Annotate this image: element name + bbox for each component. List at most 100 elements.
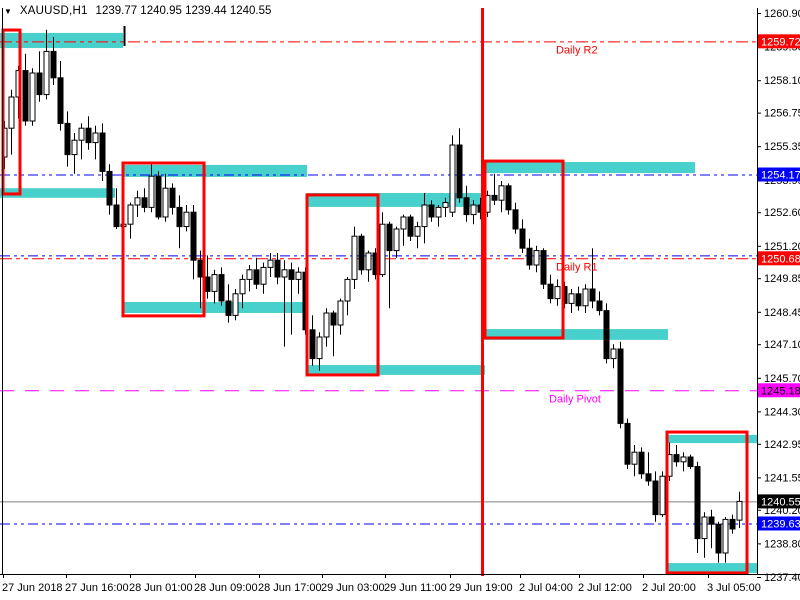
candle-body bbox=[498, 185, 505, 201]
candle-body bbox=[638, 451, 645, 475]
candle-body bbox=[512, 209, 519, 230]
candle-body bbox=[183, 211, 190, 228]
candle-body bbox=[316, 336, 323, 360]
supply-demand-zone[interactable] bbox=[0, 188, 115, 198]
candle-body bbox=[344, 278, 351, 302]
candle-body bbox=[351, 235, 358, 280]
symbol-dropdown-icon[interactable]: ▼ bbox=[4, 7, 12, 16]
candle-body bbox=[617, 348, 624, 424]
price-badge-label: 1245.18 bbox=[761, 385, 800, 397]
supply-demand-zone[interactable] bbox=[307, 193, 483, 207]
candle-body bbox=[337, 300, 344, 326]
candle-body bbox=[29, 72, 36, 122]
candle-body bbox=[393, 228, 400, 252]
candle-body bbox=[645, 473, 652, 482]
candle-body bbox=[694, 466, 701, 540]
x-tick-label: 27 Jun 16:00 bbox=[65, 582, 129, 594]
y-tick-label: 1242.95 bbox=[764, 439, 800, 451]
supply-demand-zone[interactable] bbox=[0, 32, 123, 49]
y-tick-label: 1258.10 bbox=[764, 75, 800, 87]
x-tick-label: 29 Jun 03:00 bbox=[321, 582, 385, 594]
candle-body bbox=[435, 206, 442, 218]
candle-body bbox=[92, 132, 99, 144]
candle-body bbox=[176, 206, 183, 228]
candle-body bbox=[470, 204, 477, 216]
price-badge-label: 1259.72 bbox=[761, 36, 800, 48]
candle-body bbox=[582, 288, 589, 307]
y-tick-label: 1244.30 bbox=[764, 406, 800, 418]
candle-body bbox=[400, 216, 407, 230]
y-tick-label: 1252.60 bbox=[764, 207, 800, 219]
candle-body bbox=[71, 139, 78, 156]
candle-body bbox=[169, 187, 176, 208]
breakout-box[interactable] bbox=[121, 161, 206, 318]
candle-body bbox=[85, 127, 92, 144]
candle-body bbox=[680, 456, 687, 463]
candle-body bbox=[253, 269, 260, 285]
candle-body bbox=[547, 283, 554, 300]
candle-body bbox=[288, 269, 295, 280]
price-badge-label: 1254.17 bbox=[761, 170, 800, 182]
candle-body bbox=[330, 312, 337, 326]
y-tick-label: 1241.55 bbox=[764, 472, 800, 484]
candle-body bbox=[603, 310, 610, 360]
supply-demand-zone[interactable] bbox=[123, 301, 307, 313]
candle-body bbox=[428, 204, 435, 218]
x-tick-label: 28 Jun 01:00 bbox=[129, 582, 193, 594]
x-tick-label: 28 Jun 09:00 bbox=[194, 582, 258, 594]
candle-body bbox=[43, 50, 50, 96]
candle-body bbox=[365, 252, 372, 271]
candle-body bbox=[540, 250, 547, 285]
y-tick-label: 1256.75 bbox=[764, 108, 800, 120]
candle-body bbox=[729, 518, 736, 530]
candle-body bbox=[218, 274, 225, 302]
candle-body bbox=[64, 122, 71, 156]
level-label: Daily R2 bbox=[556, 44, 598, 56]
candle-body bbox=[22, 70, 29, 122]
candle-body bbox=[148, 175, 155, 208]
x-tick-label: 2 Jul 12:00 bbox=[578, 582, 632, 594]
supply-demand-zone[interactable] bbox=[485, 162, 695, 174]
candle-body bbox=[8, 96, 15, 129]
supply-demand-zone[interactable] bbox=[123, 164, 307, 177]
candle-body bbox=[134, 197, 141, 206]
x-tick-label: 2 Jul 04:00 bbox=[519, 582, 573, 594]
price-badge bbox=[758, 251, 800, 266]
candle-body bbox=[204, 276, 211, 292]
candle-body bbox=[610, 348, 617, 360]
ohlc-readout: 1239.77 1240.95 1239.44 1240.55 bbox=[95, 5, 272, 17]
candle-body bbox=[99, 132, 106, 172]
candle-body bbox=[190, 211, 197, 261]
supply-demand-zone[interactable] bbox=[667, 434, 757, 444]
x-tick-label: 27 Jun 2018 bbox=[2, 582, 63, 594]
candle-body bbox=[533, 250, 540, 266]
symbol-period-label: XAUUSD,H1 bbox=[19, 5, 88, 17]
supply-demand-zone[interactable] bbox=[483, 329, 668, 340]
breakout-box[interactable] bbox=[305, 193, 380, 377]
candle-body bbox=[687, 456, 694, 468]
breakout-box[interactable] bbox=[483, 159, 565, 340]
candle-body bbox=[631, 451, 638, 465]
supply-demand-zone[interactable] bbox=[667, 563, 757, 573]
x-tick-label: 29 Jun 19:00 bbox=[449, 582, 513, 594]
candle-body bbox=[708, 516, 715, 525]
y-tick-label: 1247.10 bbox=[764, 339, 800, 351]
x-tick-label: 29 Jun 11:00 bbox=[384, 582, 447, 594]
price-badge-label: 1240.55 bbox=[761, 496, 800, 508]
y-tick-label: 1245.70 bbox=[764, 373, 800, 385]
level-label: Daily R1 bbox=[556, 261, 598, 273]
supply-demand-zone[interactable] bbox=[307, 365, 485, 375]
candle-body bbox=[554, 286, 561, 300]
x-tick-label: 2 Jul 20:00 bbox=[642, 582, 696, 594]
candle-body bbox=[442, 202, 449, 208]
breakout-box[interactable] bbox=[665, 430, 749, 575]
candle-body bbox=[386, 223, 393, 252]
candle-body bbox=[652, 480, 659, 516]
y-tick-label: 1255.35 bbox=[764, 141, 800, 153]
candle-body bbox=[456, 144, 463, 199]
candle-body bbox=[701, 516, 708, 540]
candle-body bbox=[596, 300, 603, 312]
y-tick-label: 1260.90 bbox=[764, 8, 800, 20]
